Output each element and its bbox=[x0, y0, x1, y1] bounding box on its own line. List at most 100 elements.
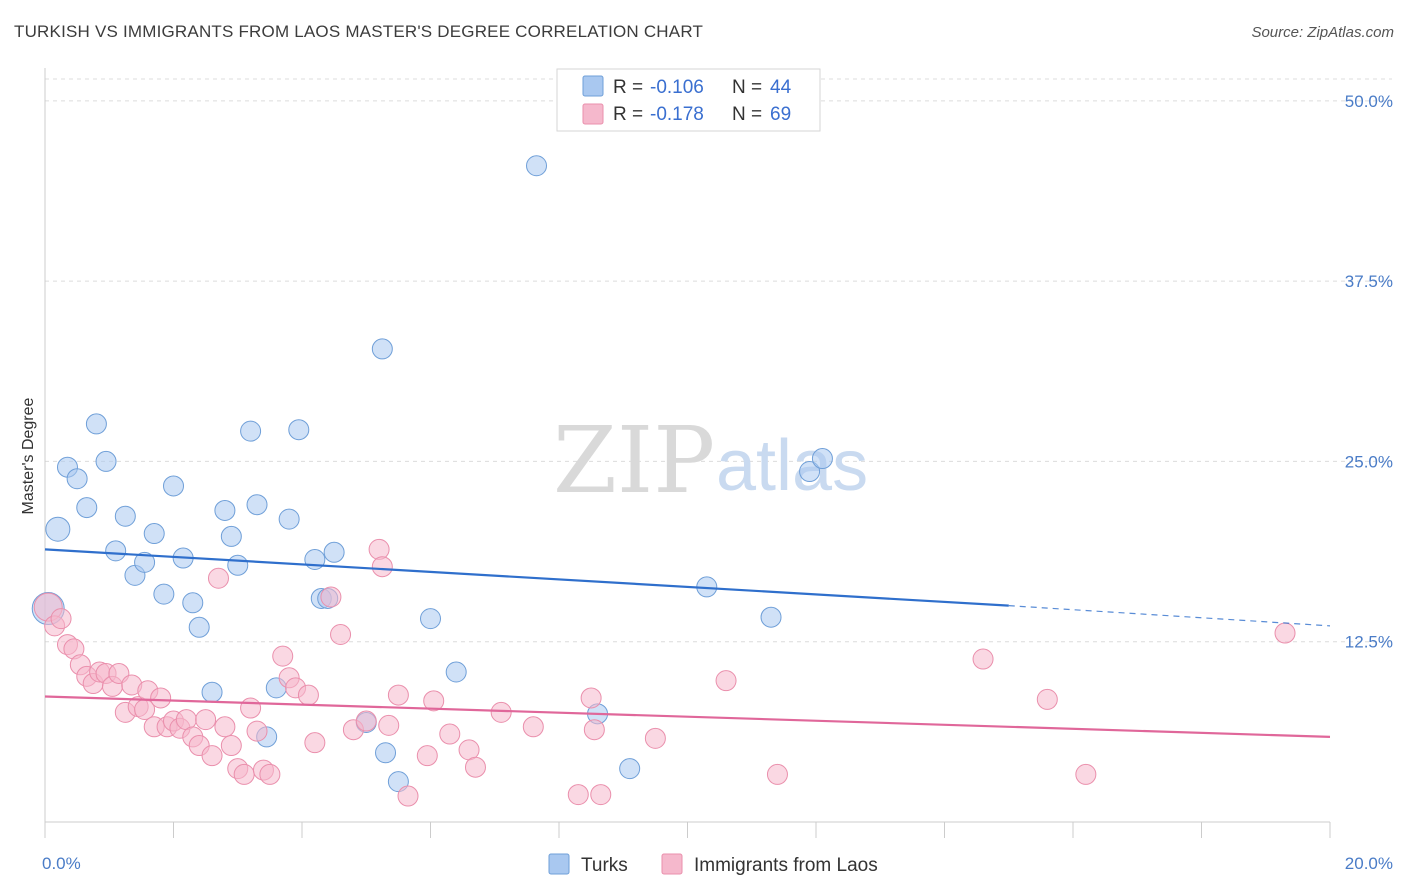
point-turks bbox=[76, 497, 98, 519]
trend-line-turks-extension bbox=[1008, 605, 1331, 627]
point-turks bbox=[387, 771, 409, 793]
point-turks bbox=[95, 450, 117, 472]
point-turks bbox=[445, 661, 467, 683]
point-turks bbox=[323, 541, 345, 563]
point-turks bbox=[420, 608, 441, 630]
bottom-legend-swatch-laos bbox=[661, 853, 683, 875]
trend-line-laos bbox=[44, 695, 1331, 739]
point-laos bbox=[522, 716, 544, 738]
legend-top: R = -0.106 N = 44 R = -0.178 N = 69 bbox=[556, 68, 821, 132]
point-turks bbox=[105, 540, 127, 562]
point-laos bbox=[195, 709, 217, 731]
point-laos bbox=[50, 608, 72, 630]
point-laos bbox=[416, 745, 438, 767]
point-laos bbox=[464, 756, 486, 778]
tick-labels: 12.5% 25.0% 37.5% 50.0% 0.0% 20.0% bbox=[42, 92, 1393, 873]
x-tick-label: 0.0% bbox=[42, 854, 81, 873]
y-tick-label: 12.5% bbox=[1345, 633, 1393, 652]
legend-swatch-laos bbox=[582, 103, 604, 125]
legend-r-value-laos: -0.178 bbox=[650, 104, 704, 125]
legend-swatch-turks bbox=[582, 75, 604, 97]
point-turks bbox=[371, 338, 393, 360]
point-laos bbox=[567, 784, 589, 806]
point-laos bbox=[1274, 622, 1296, 644]
bottom-legend-label-laos: Immigrants from Laos bbox=[694, 855, 878, 876]
point-laos bbox=[1075, 763, 1097, 785]
point-laos bbox=[259, 763, 281, 785]
point-laos bbox=[297, 684, 319, 706]
point-turks bbox=[227, 554, 249, 576]
point-turks bbox=[375, 742, 397, 764]
y-tick-label: 50.0% bbox=[1345, 92, 1393, 111]
watermark-atlas: atlas bbox=[716, 426, 868, 506]
point-turks bbox=[526, 155, 548, 177]
point-turks bbox=[288, 419, 310, 441]
point-laos bbox=[320, 586, 342, 608]
x-tick-label: 20.0% bbox=[1345, 854, 1393, 873]
trend-lines bbox=[44, 548, 1331, 739]
point-turks bbox=[188, 616, 210, 638]
point-laos bbox=[387, 684, 409, 706]
y-tick-label: 37.5% bbox=[1345, 272, 1393, 291]
point-laos bbox=[715, 670, 737, 692]
point-laos bbox=[240, 697, 262, 719]
y-tick-label: 25.0% bbox=[1345, 452, 1393, 471]
legend-n-value-turks: 44 bbox=[770, 77, 792, 98]
point-turks bbox=[220, 525, 242, 547]
point-turks bbox=[619, 758, 641, 780]
y-axis-title: Master's Degree bbox=[20, 397, 37, 514]
point-laos bbox=[201, 745, 223, 767]
point-laos bbox=[214, 716, 236, 738]
source-credit: Source: ZipAtlas.com bbox=[1251, 24, 1394, 41]
point-turks bbox=[201, 681, 223, 703]
legend-r-label-turks: R = bbox=[613, 77, 643, 98]
legend-n-value-laos: 69 bbox=[770, 104, 791, 125]
point-turks bbox=[278, 508, 300, 530]
point-turks bbox=[66, 468, 88, 490]
grid-lines bbox=[45, 78, 1392, 643]
trend-line-turks bbox=[44, 548, 1009, 607]
legend-r-value-turks: -0.106 bbox=[650, 77, 704, 98]
point-laos bbox=[304, 732, 326, 754]
point-laos bbox=[580, 687, 602, 709]
data-points bbox=[31, 155, 1296, 807]
watermark: ZIP atlas bbox=[553, 407, 868, 514]
watermark-zip: ZIP bbox=[553, 407, 715, 514]
point-turks bbox=[811, 448, 833, 470]
point-turks bbox=[134, 551, 156, 573]
point-laos bbox=[490, 701, 512, 723]
point-turks bbox=[85, 413, 107, 435]
axes bbox=[44, 68, 1331, 838]
point-laos bbox=[272, 645, 294, 667]
point-laos bbox=[583, 719, 605, 741]
point-laos bbox=[355, 710, 377, 732]
bottom-legend-swatch-turks bbox=[548, 853, 570, 875]
point-turks bbox=[143, 523, 165, 545]
point-turks bbox=[182, 592, 204, 614]
point-laos bbox=[972, 648, 994, 670]
point-turks bbox=[240, 420, 262, 442]
point-laos bbox=[644, 727, 666, 749]
legend-n-label-turks: N = bbox=[732, 77, 762, 98]
point-laos bbox=[1036, 688, 1058, 710]
point-turks bbox=[760, 606, 782, 628]
point-turks bbox=[799, 461, 821, 483]
point-laos bbox=[590, 784, 612, 806]
point-laos bbox=[150, 687, 172, 709]
chart-title: TURKISH VS IMMIGRANTS FROM LAOS MASTER'S… bbox=[14, 22, 704, 41]
point-laos bbox=[397, 785, 419, 807]
point-laos bbox=[368, 538, 390, 560]
point-turks bbox=[163, 475, 184, 497]
legend-bottom: Turks Immigrants from Laos bbox=[548, 853, 878, 876]
point-turks bbox=[45, 516, 71, 542]
legend-n-label-laos: N = bbox=[732, 104, 762, 125]
legend-r-label-laos: R = bbox=[613, 104, 643, 125]
point-turks bbox=[114, 505, 136, 527]
bottom-legend-label-turks: Turks bbox=[581, 855, 628, 876]
point-laos bbox=[207, 567, 229, 589]
point-laos bbox=[246, 720, 268, 742]
point-laos bbox=[439, 723, 461, 745]
point-laos bbox=[423, 690, 445, 712]
point-laos bbox=[233, 763, 255, 785]
